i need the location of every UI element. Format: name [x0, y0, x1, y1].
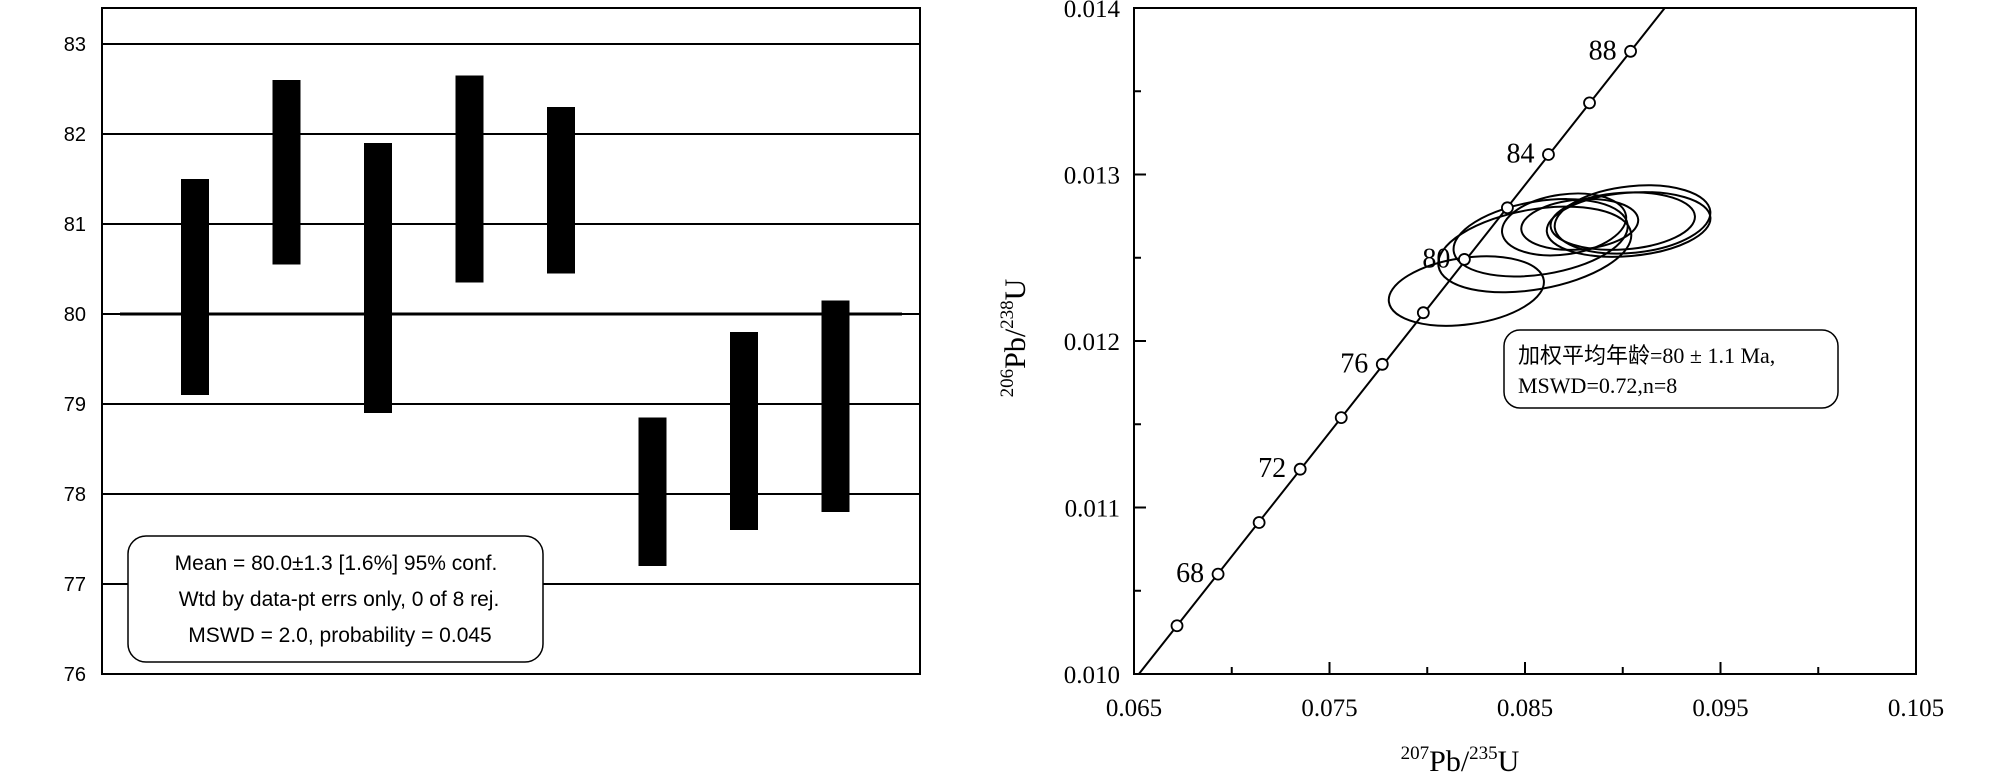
- y-tick-label-0.013: 0.013: [1064, 163, 1120, 190]
- x-tick-label-0.075: 0.075: [1301, 695, 1357, 722]
- y-tick-label-0.010: 0.010: [1064, 662, 1120, 689]
- left-y-tick-80: 80: [64, 304, 86, 326]
- left-y-tick-labels: 76 77 78 79 80 81 82 83: [64, 34, 86, 686]
- error-bar-3: [364, 143, 392, 413]
- x-tick-label-0.105: 0.105: [1888, 695, 1944, 722]
- y-axis-label: 206Pb/238U: [997, 278, 1032, 397]
- error-bar-7: [730, 332, 758, 530]
- right-tick-labels: 0.065 0.075 0.085 0.095 0.105 0.010 0.011 0.012…: [1064, 0, 1944, 722]
- concordia-panel: 0.065 0.075 0.085 0.095 0.105 0.010 0.011 0.012…: [997, 0, 1944, 776]
- left-y-tick-83: 83: [64, 34, 86, 56]
- error-bar-8: [821, 300, 850, 512]
- y-tick-label-0.011: 0.011: [1065, 496, 1120, 523]
- concordia-marker-8: [1457, 253, 1471, 266]
- left-y-tick-78: 78: [64, 484, 86, 506]
- concordia-marker-2: [1211, 567, 1225, 581]
- left-y-tick-76: 76: [64, 664, 86, 686]
- concordia-marker-12: [1624, 44, 1637, 58]
- concordia-marker-10: [1542, 148, 1555, 161]
- concordia-marker-5: [1334, 411, 1348, 424]
- left-y-tick-82: 82: [64, 124, 86, 146]
- concordia-age-labels: 68 72 76 80 84 88: [1176, 35, 1617, 589]
- mean-annotation-box: Mean = 80.0±1.3 [1.6%] 95% conf. Wtd by …: [127, 535, 544, 663]
- error-ellipses: [1387, 184, 1712, 327]
- right-axis-ticks: [1133, 7, 1917, 675]
- mean-annotation-frame: [127, 535, 544, 663]
- left-y-tick-79: 79: [64, 394, 86, 416]
- mean-annotation-line-3: MSWD = 2.0, probability = 0.045: [188, 624, 492, 647]
- y-tick-label-0.014: 0.014: [1064, 0, 1121, 23]
- x-tick-label-0.095: 0.095: [1692, 695, 1748, 722]
- age-label-80: 80: [1422, 243, 1450, 274]
- weighted-age-annotation-box: 加权平均年龄=80 ± 1.1 Ma, MSWD=0.72,n=8: [1503, 329, 1839, 409]
- concordia-marker-1: [1170, 619, 1184, 633]
- age-label-88: 88: [1589, 35, 1617, 66]
- concordia-curve: [1138, 7, 1666, 675]
- concordia-age-markers: [1170, 44, 1637, 633]
- age-label-68: 68: [1176, 558, 1204, 589]
- concordia-marker-3: [1252, 516, 1266, 529]
- x-axis-label: 207Pb/235U: [1401, 743, 1520, 776]
- y-tick-label-0.012: 0.012: [1064, 329, 1120, 356]
- error-bar-1: [181, 179, 209, 395]
- age-label-72: 72: [1258, 453, 1286, 484]
- error-bar-6: [638, 417, 667, 566]
- error-bars: [181, 75, 850, 566]
- left-plot-frame: [101, 7, 921, 675]
- weighted-age-annotation-line-1: 加权平均年龄=80 ± 1.1 Ma,: [1518, 343, 1775, 368]
- age-label-84: 84: [1506, 139, 1534, 170]
- age-label-76: 76: [1340, 348, 1368, 379]
- mean-annotation-line-1: Mean = 80.0±1.3 [1.6%] 95% conf.: [175, 552, 498, 575]
- concordia-marker-9: [1501, 201, 1514, 215]
- weighted-mean-panel: 76 77 78 79 80 81 82 83 Mean = 80.0±1.3 [1.6%] …: [64, 7, 921, 686]
- concordia-marker-7: [1416, 306, 1430, 320]
- error-ellipse-5: [1501, 192, 1628, 257]
- x-tick-label-0.085: 0.085: [1497, 695, 1553, 722]
- concordia-marker-4: [1293, 462, 1307, 476]
- left-y-tick-77: 77: [64, 574, 86, 596]
- error-bar-4: [455, 75, 484, 283]
- mean-annotation-line-2: Wtd by data-pt errs only, 0 of 8 rej.: [179, 588, 500, 611]
- left-y-tick-81: 81: [64, 214, 86, 236]
- concordia-marker-6: [1375, 357, 1389, 371]
- x-tick-label-0.065: 0.065: [1106, 695, 1162, 722]
- error-bar-5: [547, 107, 575, 274]
- weighted-age-annotation-frame: [1503, 329, 1839, 409]
- concordia-marker-11: [1583, 96, 1596, 110]
- error-bar-2: [272, 80, 301, 265]
- weighted-age-annotation-line-2: MSWD=0.72,n=8: [1518, 373, 1677, 398]
- error-ellipse-8: [1545, 191, 1712, 258]
- error-ellipse-6: [1553, 184, 1712, 255]
